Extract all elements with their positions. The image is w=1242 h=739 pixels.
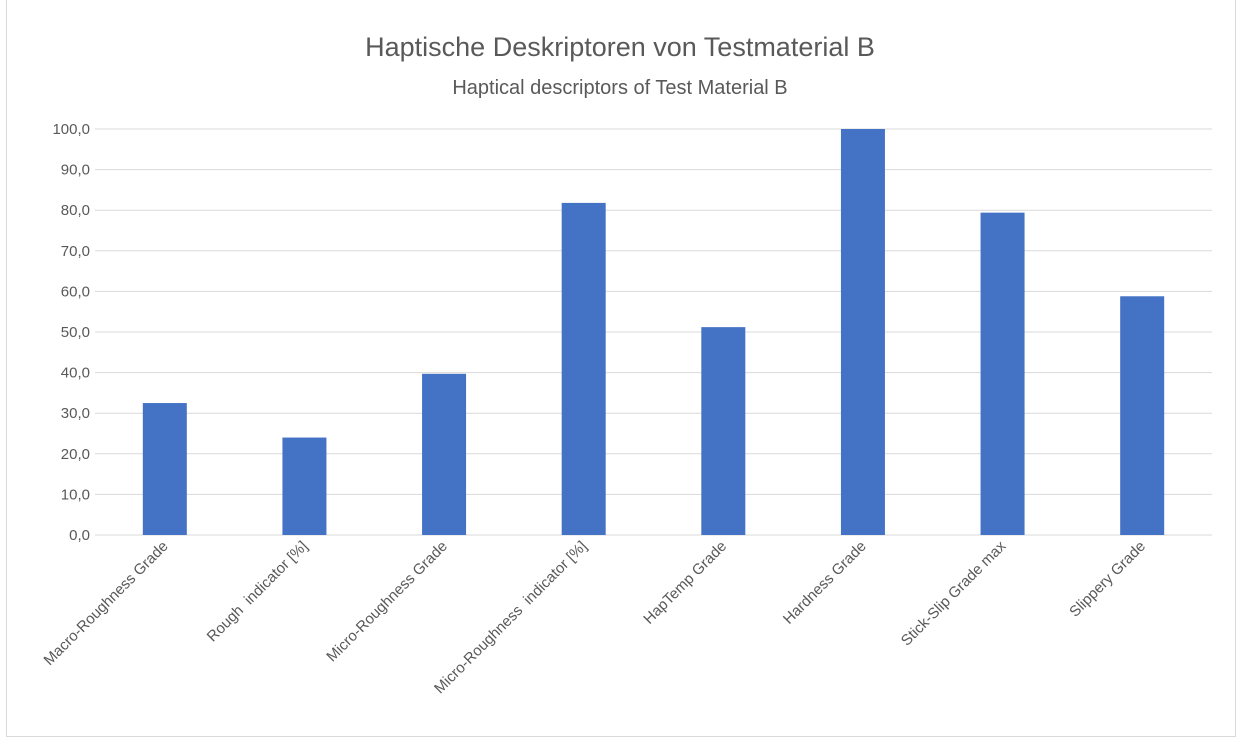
bar	[422, 373, 467, 535]
bar	[840, 129, 885, 535]
x-category-label: Macro-Roughness Grade	[41, 538, 172, 669]
y-tick-label: 60,0	[61, 283, 90, 300]
x-category-label: Slippery Grade	[1066, 538, 1149, 621]
bar	[701, 327, 746, 535]
y-axis-ticks: 0,0 10,0 20,0 30,0 40,0 50,0 60,0 70,0 80,0 90,0 1…	[52, 121, 90, 544]
x-category-label: Hardness Grade	[780, 538, 870, 628]
y-tick-label: 30,0	[61, 405, 90, 422]
y-tick-label: 80,0	[61, 202, 90, 219]
y-tick-label: 0,0	[69, 527, 90, 544]
bar	[1120, 296, 1165, 535]
y-tick-label: 100,0	[52, 121, 90, 138]
y-tick-label: 50,0	[61, 324, 90, 341]
x-category-label: Stick-Slip Grade max	[898, 537, 1010, 649]
bar	[282, 437, 327, 535]
chart-title: Haptische Deskriptoren von Testmaterial …	[365, 32, 875, 62]
bar	[980, 212, 1025, 536]
x-category-label: Micro-Roughness Grade	[323, 538, 451, 666]
chart-frame	[6, 0, 1236, 737]
bars	[142, 129, 1165, 536]
y-tick-label: 40,0	[61, 365, 90, 382]
y-tick-label: 10,0	[61, 486, 90, 503]
gridlines	[95, 128, 1212, 536]
x-category-label: HapTemp Grade	[640, 538, 730, 628]
x-axis-labels: Macro-Roughness Grade Rough indicator [%]…	[41, 537, 1149, 697]
y-tick-label: 90,0	[61, 162, 90, 179]
y-tick-label: 70,0	[61, 243, 90, 260]
bar	[142, 403, 187, 535]
x-category-label: Rough indicator [%]	[204, 538, 312, 646]
bar	[561, 202, 606, 535]
y-tick-label: 20,0	[61, 446, 90, 463]
x-category-label: Micro-Roughness indicator [%]	[431, 538, 590, 697]
chart-subtitle: Haptical descriptors of Test Material B	[452, 77, 787, 99]
